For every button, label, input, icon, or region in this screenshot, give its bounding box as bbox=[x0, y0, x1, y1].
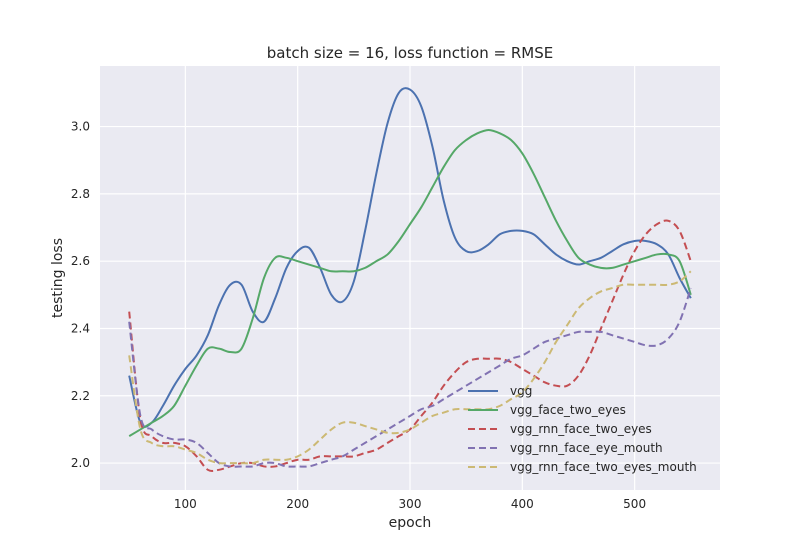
legend-label-2: vgg_rnn_face_two_eyes bbox=[510, 422, 652, 436]
y-tick-labels: 2.0 2.2 2.4 2.6 2.8 3.0 bbox=[71, 120, 90, 471]
x-tick-label: 400 bbox=[511, 497, 534, 511]
legend-label-0: vgg bbox=[510, 384, 532, 398]
series-line-0 bbox=[128, 87, 692, 428]
y-tick-label: 2.4 bbox=[71, 321, 90, 335]
legend-label-4: vgg_rnn_face_two_eyes_mouth bbox=[510, 460, 697, 474]
series-line-4 bbox=[128, 270, 692, 465]
legend: vgg vgg_face_two_eyes vgg_rnn_face_two_eye… bbox=[468, 384, 697, 474]
legend-label-1: vgg_face_two_eyes bbox=[510, 403, 626, 417]
legend-label-3: vgg_rnn_face_eye_mouth bbox=[510, 441, 663, 455]
x-tick-label: 200 bbox=[286, 497, 309, 511]
series-line-1 bbox=[128, 128, 692, 438]
y-tick-label: 3.0 bbox=[71, 120, 90, 134]
y-axis-label: testing loss bbox=[50, 238, 66, 318]
x-tick-label: 300 bbox=[399, 497, 422, 511]
x-tick-label: 500 bbox=[623, 497, 646, 511]
x-tick-label: 100 bbox=[174, 497, 197, 511]
series-lines bbox=[128, 87, 692, 472]
x-axis-label: epoch bbox=[389, 515, 432, 531]
y-tick-label: 2.2 bbox=[71, 389, 90, 403]
y-tick-label: 2.8 bbox=[71, 187, 90, 201]
x-tick-labels: 100 200 300 400 500 bbox=[174, 497, 646, 511]
y-tick-label: 2.0 bbox=[71, 456, 90, 470]
chart-title: batch size = 16, loss function = RMSE bbox=[267, 44, 553, 62]
grid bbox=[100, 66, 720, 490]
y-tick-label: 2.6 bbox=[71, 254, 90, 268]
